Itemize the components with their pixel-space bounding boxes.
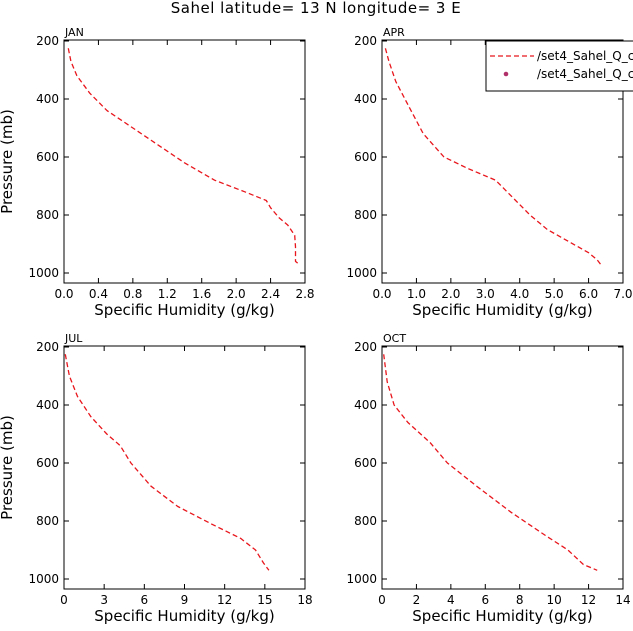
x-tick-label: 2 <box>413 593 421 607</box>
x-tick-label: 12 <box>217 593 232 607</box>
y-tick-label: 600 <box>354 150 377 164</box>
series-line-jul <box>64 354 270 571</box>
y-tick-label: 600 <box>36 150 59 164</box>
x-tick-label: 2.0 <box>441 287 460 301</box>
x-tick-label: 7.0 <box>613 287 632 301</box>
x-tick-label: 2.8 <box>295 287 314 301</box>
x-tick-label: 2.0 <box>227 287 246 301</box>
x-tick-label: 3 <box>100 593 108 607</box>
x-axis-label: Specific Humidity (g/kg) <box>94 301 274 319</box>
x-tick-label: 14 <box>615 593 630 607</box>
x-tick-label: 4.0 <box>510 287 529 301</box>
legend-line-label: /set4_Sahel_Q_c <box>537 49 633 63</box>
legend-marker-swatch <box>503 71 509 77</box>
plot-frame <box>381 345 624 590</box>
y-tick-label: 800 <box>354 514 377 528</box>
panel-jul: JUL 0 3 6 9 12 15 18 200 400 600 800 1000 Specific Hu… <box>0 332 313 625</box>
panel-apr: APR 0.0 1.0 2.0 3.0 4.0 5.0 6.0 7.0 200 400 600 800 1… <box>346 26 632 319</box>
y-tick-label: 200 <box>354 34 377 48</box>
legend-box <box>485 40 633 92</box>
y-tick-label: 400 <box>354 398 377 412</box>
x-tick-label: 8 <box>516 593 524 607</box>
panel-title: OCT <box>383 332 406 345</box>
panel-title: JUL <box>64 332 83 345</box>
panel-title: JAN <box>64 26 84 39</box>
x-tick-label: 1.0 <box>407 287 426 301</box>
y-tick-label: 800 <box>36 514 59 528</box>
x-tick-label: 12 <box>581 593 596 607</box>
y-tick-label: 400 <box>36 92 59 106</box>
series-line-oct <box>383 354 598 571</box>
x-tick-label: 0 <box>60 593 68 607</box>
x-tick-label: 0.0 <box>54 287 73 301</box>
y-tick-label: 200 <box>354 340 377 354</box>
x-tick-label: 9 <box>181 593 189 607</box>
y-tick-label: 600 <box>36 456 59 470</box>
panel-title: APR <box>383 26 405 39</box>
plot-frame <box>63 345 306 590</box>
x-tick-label: 6 <box>481 593 489 607</box>
y-tick-label: 1000 <box>346 266 377 280</box>
y-tick-label: 400 <box>354 92 377 106</box>
x-axis-label: Specific Humidity (g/kg) <box>94 607 274 625</box>
legend-marker-label: /set4_Sahel_Q_c <box>537 67 633 81</box>
x-tick-label: 2.4 <box>261 287 280 301</box>
x-tick-label: 5.0 <box>545 287 564 301</box>
x-tick-label: 6 <box>141 593 149 607</box>
panel-oct: OCT 0 2 4 6 8 10 12 14 200 400 600 800 1000 Specific H… <box>346 332 630 625</box>
x-tick-label: 0.4 <box>89 287 108 301</box>
series-line-apr <box>384 48 602 265</box>
x-tick-label: 1.2 <box>158 287 177 301</box>
x-tick-label: 1.6 <box>192 287 211 301</box>
y-tick-label: 400 <box>36 398 59 412</box>
panel-jan: JAN 0.0 0.4 0.8 1.2 1.6 2.0 2.4 2.8 200 400 600 800 1… <box>0 26 315 319</box>
y-tick-label: 800 <box>36 208 59 222</box>
y-tick-label: 600 <box>354 456 377 470</box>
x-tick-label: 18 <box>297 593 312 607</box>
x-tick-label: 3.0 <box>476 287 495 301</box>
figure-title: Sahel latitude= 13 N longitude= 3 E <box>171 0 461 17</box>
x-tick-label: 0 <box>378 593 386 607</box>
y-tick-label: 1000 <box>346 572 377 586</box>
x-tick-label: 4 <box>447 593 455 607</box>
series-line-jan <box>67 48 300 265</box>
x-tick-label: 6.0 <box>579 287 598 301</box>
y-axis-label: Pressure (mb) <box>0 109 16 214</box>
y-tick-label: 200 <box>36 34 59 48</box>
y-tick-label: 800 <box>354 208 377 222</box>
x-axis-label: Specific Humidity (g/kg) <box>412 607 592 625</box>
y-tick-label: 1000 <box>28 572 59 586</box>
legend: /set4_Sahel_Q_c /set4_Sahel_Q_c <box>485 40 633 92</box>
x-tick-label: 0.0 <box>372 287 391 301</box>
x-tick-label: 15 <box>257 593 272 607</box>
x-axis-label: Specific Humidity (g/kg) <box>412 301 592 319</box>
plot-frame <box>63 39 306 284</box>
x-tick-label: 0.8 <box>123 287 142 301</box>
y-tick-label: 1000 <box>28 266 59 280</box>
y-tick-label: 200 <box>36 340 59 354</box>
x-tick-label: 10 <box>547 593 562 607</box>
y-axis-label: Pressure (mb) <box>0 415 16 520</box>
plot-frame <box>381 39 624 284</box>
